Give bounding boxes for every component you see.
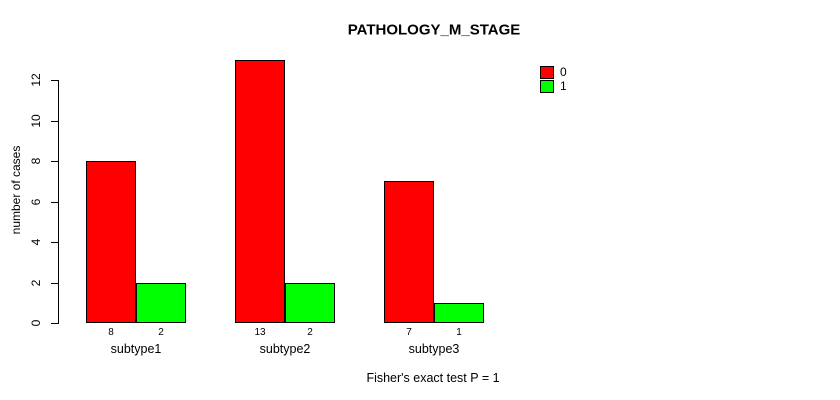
fisher-test-annotation: Fisher's exact test P = 1 xyxy=(366,371,500,385)
legend-item-0: 0 xyxy=(540,65,567,80)
y-tick-label: 12 xyxy=(29,73,43,87)
bar-value-label: 2 xyxy=(158,327,164,338)
category-label-subtype1: subtype1 xyxy=(110,342,162,356)
bar-value-label: 13 xyxy=(254,327,266,338)
legend-label: 0 xyxy=(560,64,567,79)
legend-swatch-icon xyxy=(540,80,554,94)
legend-label: 1 xyxy=(560,79,567,94)
bar-value-label: 1 xyxy=(456,327,462,338)
bar-subtype2-series-1 xyxy=(285,282,335,323)
y-tick-mark xyxy=(51,282,58,284)
bar-subtype3-series-1 xyxy=(434,302,484,323)
y-tick-mark xyxy=(51,242,58,243)
y-tick-label: 2 xyxy=(29,279,43,286)
y-tick-mark xyxy=(51,120,58,122)
legend-item-1: 1 xyxy=(540,80,567,95)
bar-value-label: 8 xyxy=(108,327,114,338)
bar-subtype2-series-0 xyxy=(235,59,285,323)
chart-title: PATHOLOGY_M_STAGE xyxy=(347,21,521,39)
bar-value-label: 7 xyxy=(406,327,412,338)
y-tick-label: 6 xyxy=(29,198,43,205)
y-tick-mark xyxy=(51,161,58,162)
y-tick-mark xyxy=(51,80,58,81)
bar-subtype1-series-0 xyxy=(86,161,136,323)
category-label-subtype3: subtype3 xyxy=(408,342,460,356)
bar-value-label: 2 xyxy=(307,327,313,338)
y-tick-mark xyxy=(51,323,58,324)
category-label-subtype2: subtype2 xyxy=(259,342,311,356)
y-tick-label: 10 xyxy=(29,113,43,128)
y-tick-label: 8 xyxy=(29,157,43,165)
y-tick-mark xyxy=(51,201,58,203)
y-axis-line xyxy=(58,80,59,324)
y-tick-label: 0 xyxy=(29,319,43,327)
y-tick-label: 4 xyxy=(29,238,43,246)
bar-subtype1-series-1 xyxy=(136,282,186,323)
bar-subtype3-series-0 xyxy=(384,181,434,323)
legend-swatch-icon xyxy=(540,65,554,79)
